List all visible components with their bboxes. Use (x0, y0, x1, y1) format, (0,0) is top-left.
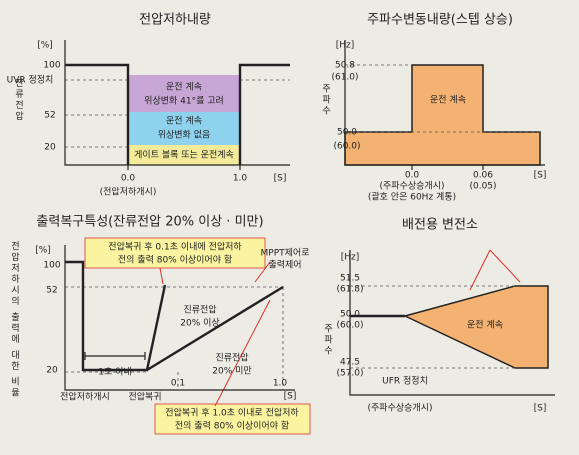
label: (61.0) (331, 73, 358, 83)
label: [%] (37, 41, 53, 51)
label: 100 (43, 61, 60, 71)
label: 운전 계속 (166, 81, 202, 93)
label: [%] (35, 246, 51, 256)
label: 진류전압 (183, 304, 216, 316)
label: 위상변화 없음 (158, 130, 211, 141)
panel-title: 출력복구특성(잔류전압 20% 이상 · 미만) (36, 215, 263, 230)
y-title: 주파수 (322, 323, 332, 356)
label: (주파수상승개시) (368, 403, 433, 414)
label: [S] (284, 392, 297, 402)
label: 52 (44, 111, 55, 121)
panel-4-shapes (349, 249, 555, 396)
panel-2-shapes (344, 40, 545, 170)
y-title: 잔류전압 (13, 78, 23, 122)
label: (57.0) (336, 369, 363, 379)
label: (60.0) (336, 321, 363, 331)
label: 운전 계속 (467, 319, 503, 331)
label: 전압복귀 후 1.0초 이내로 전압저하 (165, 407, 299, 419)
label: 0.0 (121, 174, 136, 184)
label: 50.0 (340, 310, 360, 320)
label: [S] (534, 404, 547, 414)
label: 20% 미만 (212, 366, 251, 377)
label: 100 (43, 261, 60, 271)
label: 0.06 (473, 171, 493, 181)
label: [S] (534, 171, 547, 181)
panel-title: 주파수변동내량(스텝 상승) (367, 13, 513, 28)
label: 전압복귀 후 0.1초 이내에 전압저하 (108, 241, 242, 253)
panel-title: 전압저하내량 (139, 13, 211, 28)
label: MPPT제어로 (261, 248, 310, 259)
label: (전압저하개시) (100, 186, 157, 198)
y-title: 주파수 (320, 83, 330, 116)
label: 전압복귀 (128, 391, 161, 403)
label: 전압저하개시 (60, 391, 110, 403)
label: (61.8) (336, 285, 363, 295)
label: 전의 출력 80% 이상이어야 함 (118, 254, 232, 266)
label: 1초 이내 (98, 367, 131, 378)
panel-3-shapes (64, 237, 311, 435)
label: [S] (274, 174, 287, 184)
label: 51.5 (340, 274, 360, 284)
label: 게이트 블록 또는 운전계속 (134, 149, 234, 161)
label: 50.8 (335, 61, 355, 71)
label: (60.0) (333, 142, 360, 152)
label: 출력제어 (268, 259, 301, 271)
label: (주파수상승개시) (380, 181, 445, 192)
label: 위상변화 41°를 고려 (144, 96, 224, 107)
label: 전의 출력 80% 이상이어야 함 (175, 420, 289, 432)
label: 52 (46, 286, 57, 296)
label: [Hz] (336, 41, 355, 51)
label: 운전 계속 (430, 94, 466, 106)
label: 1.0 (233, 174, 248, 184)
label: 1.0 (273, 379, 288, 389)
label: 20% 이상 (180, 318, 219, 329)
label: UVR 정정치 (7, 74, 54, 86)
y-title: 전압저하시의 출력에 대한 비율 (9, 241, 19, 399)
label: 운전 계속 (166, 115, 202, 127)
label: 20 (44, 143, 56, 153)
label: 진류전압 (215, 352, 248, 364)
label: 0.0 (405, 171, 420, 181)
label: (0.05) (469, 182, 496, 192)
label: [Hz] (341, 253, 360, 263)
panel-title: 배전용 변전소 (402, 218, 478, 233)
label: UFR 정정치 (382, 375, 428, 387)
label: 47.5 (340, 358, 360, 368)
panel-1-shapes (64, 40, 290, 170)
label: 50.0 (337, 128, 357, 138)
label: 20 (46, 366, 58, 376)
label: (괄호 안은 60Hz 계통) (368, 191, 456, 203)
label: 0.1 (171, 379, 185, 389)
